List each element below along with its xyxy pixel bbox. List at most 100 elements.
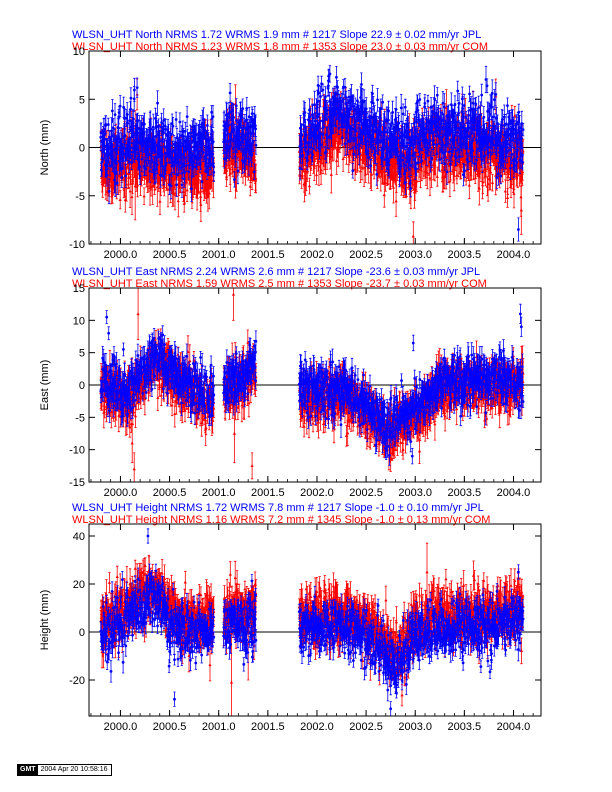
data-point-jpl [181,134,185,138]
data-point-jpl [225,127,229,131]
data-point-jpl [136,382,140,386]
data-point-jpl [382,436,386,440]
data-point-jpl [396,137,399,140]
data-point-jpl [225,391,229,395]
data-point-com [425,171,429,175]
data-point-jpl [477,128,480,132]
data-point-jpl [406,117,409,121]
panel-north: WLSN_UHT North NRMS 1.72 WRMS 1.9 mm # 1… [39,29,542,261]
data-point-jpl [142,122,146,126]
data-point-jpl [337,126,341,130]
data-point-jpl [161,164,165,168]
data-point-jpl [410,128,414,132]
data-point-jpl [162,366,166,370]
data-point-com [411,234,415,238]
data-point-jpl [418,129,422,133]
data-point-jpl [112,404,116,408]
data-point-com [118,197,122,201]
data-point-jpl [367,396,371,400]
data-point-jpl [381,441,385,445]
data-point-jpl [357,408,361,412]
data-point-jpl [495,143,499,147]
data-point-jpl [209,155,212,159]
data-point-jpl [105,159,109,163]
data-point-jpl [388,131,392,134]
data-point-com [448,179,452,183]
data-point-jpl [336,85,339,89]
data-point-com [377,159,381,163]
data-point-jpl [364,107,368,111]
data-point-jpl [307,387,311,391]
data-point-jpl [345,126,349,130]
data-point-com [512,191,516,195]
data-point-jpl [514,129,518,132]
data-point-jpl [243,398,247,402]
data-point-jpl [302,123,305,127]
data-point-jpl [199,125,203,129]
data-point-jpl [408,147,412,151]
data-point-jpl [211,153,215,156]
data-point-com [382,193,386,197]
data-point-com [158,384,162,388]
data-point-jpl [500,155,504,159]
data-point-jpl [132,97,136,101]
data-point-jpl [201,136,205,140]
data-point-jpl [164,379,168,383]
data-point-jpl [106,403,110,406]
data-point-jpl [180,183,184,187]
data-point-jpl [181,129,185,133]
data-point-jpl [411,402,415,406]
data-point-jpl [384,439,388,443]
data-point-jpl [336,377,340,381]
data-point-jpl [185,375,189,379]
data-point-jpl [347,115,351,119]
data-point-jpl [385,413,389,417]
data-point-jpl [395,141,399,145]
data-point-jpl [211,115,215,119]
data-point-com [335,159,339,163]
data-point-jpl [120,415,123,418]
data-point-jpl [516,148,519,152]
data-point-com [520,171,524,175]
data-point-jpl [222,120,226,124]
data-point-jpl [254,143,258,147]
data-point-jpl [490,138,494,142]
data-point-com [394,172,398,176]
data-point-jpl [316,136,320,140]
data-point-jpl [387,435,391,439]
data-point-jpl [152,336,156,340]
data-point-com [130,441,134,445]
data-point-jpl [303,137,307,141]
data-point-jpl [456,89,460,93]
data-point-jpl [360,98,364,102]
header-line-jpl: WLSN_UHT East NRMS 2.24 WRMS 2.6 mm # 12… [72,266,480,278]
data-point-jpl [303,111,307,114]
data-point-jpl [408,151,412,155]
data-point-jpl [211,149,214,153]
data-point-jpl [172,387,176,391]
data-point-jpl [376,416,380,420]
data-point-com [402,185,406,189]
data-point-jpl [245,107,249,110]
data-point-jpl [131,124,135,128]
data-point-jpl [225,384,228,388]
data-point-com [160,376,164,380]
data-point-jpl [520,132,523,136]
data-point-jpl [148,169,152,173]
data-point-jpl [100,161,104,164]
data-point-jpl [519,136,523,140]
data-point-jpl [412,121,416,125]
data-point-jpl [374,125,378,129]
data-point-jpl [342,401,346,405]
data-point-com [234,174,238,178]
data-point-com [506,175,510,179]
data-point-jpl [139,364,143,368]
data-point-com [473,151,477,155]
data-point-jpl [171,374,175,378]
data-point-com [452,166,456,170]
header-line-com: WLSN_UHT East NRMS 1.59 WRMS 2.5 mm # 13… [72,278,487,290]
data-point-com [401,447,405,451]
data-point-jpl [195,148,198,152]
data-point-com [415,179,419,183]
data-point-jpl [160,138,164,142]
